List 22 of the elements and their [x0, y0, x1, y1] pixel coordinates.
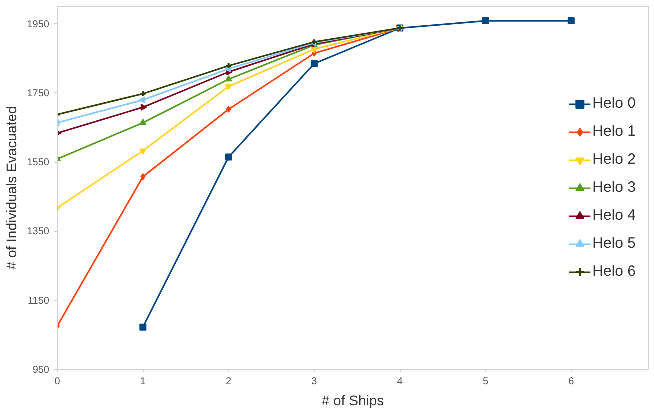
legend-label: Helo 4 — [592, 207, 636, 224]
x-tick-label: 5 — [482, 376, 489, 388]
x-tick-label: 2 — [226, 376, 232, 388]
legend-label: Helo 2 — [592, 151, 636, 168]
x-tick-label: 3 — [312, 376, 318, 388]
legend-label: Helo 6 — [592, 263, 636, 280]
y-tick-label: 1950 — [27, 19, 50, 30]
y-axis-title: # of Individuals Evacuated — [3, 106, 20, 270]
x-tick-label: 4 — [397, 376, 404, 388]
y-tick-label: 1150 — [28, 296, 50, 307]
y-tick-label: 950 — [32, 365, 50, 376]
legend-label: Helo 0 — [592, 95, 636, 112]
x-axis-title: # of Ships — [322, 392, 384, 408]
legend-label: Helo 3 — [592, 179, 636, 196]
legend-label: Helo 5 — [592, 235, 636, 252]
x-tick-label: 6 — [568, 376, 575, 388]
x-tick-label: 1 — [140, 376, 146, 388]
x-tick-label: 0 — [54, 376, 61, 388]
y-tick-label: 1550 — [27, 158, 50, 169]
y-tick-label: 1750 — [27, 88, 50, 100]
y-tick-label: 1350 — [27, 226, 50, 238]
legend-label: Helo 1 — [592, 123, 636, 140]
